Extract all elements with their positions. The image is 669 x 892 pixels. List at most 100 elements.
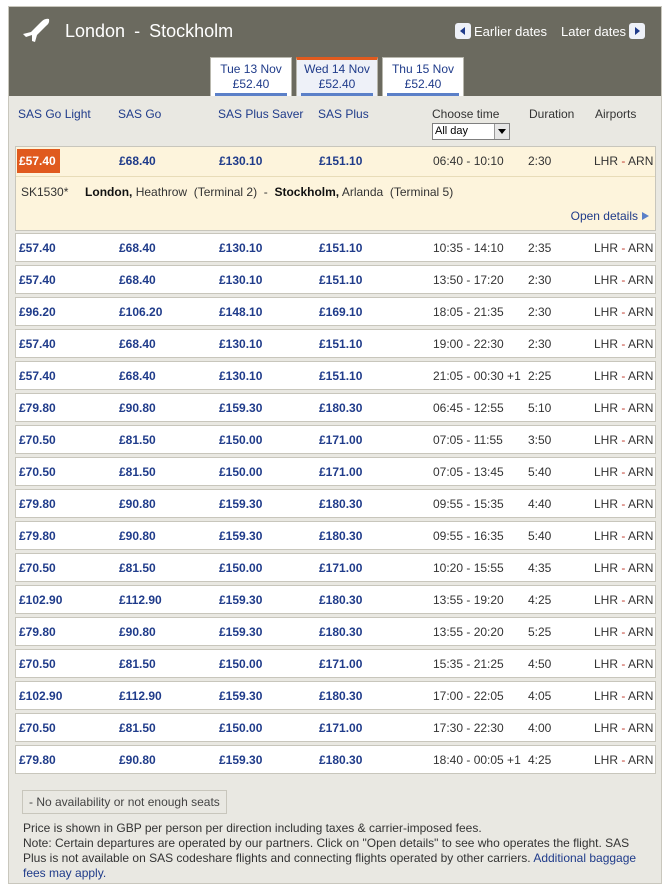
fare-go[interactable]: £112.90 bbox=[119, 593, 162, 607]
fare-plus[interactable]: £151.10 bbox=[319, 154, 363, 168]
fare-plus[interactable]: £180.30 bbox=[319, 689, 363, 703]
fare-go[interactable]: £81.50 bbox=[119, 721, 156, 735]
fare-go[interactable]: £81.50 bbox=[119, 433, 156, 447]
fare-go-light[interactable]: £102.90 bbox=[19, 689, 63, 703]
fare-plus[interactable]: £180.30 bbox=[319, 593, 363, 607]
fare-plus[interactable]: £180.30 bbox=[319, 497, 363, 511]
fare-go-light[interactable]: £79.80 bbox=[19, 625, 56, 639]
fare-plus-saver[interactable]: £159.30 bbox=[219, 689, 263, 703]
fare-plus-saver[interactable]: £150.00 bbox=[219, 657, 263, 671]
fare-plus[interactable]: £171.00 bbox=[319, 721, 363, 735]
fare-go[interactable]: £81.50 bbox=[119, 561, 156, 575]
flight-row[interactable]: £79.80 £90.80 £159.30 £180.30 09:55 - 16:35 5… bbox=[15, 521, 656, 550]
fare-plus-saver[interactable]: £159.30 bbox=[219, 593, 263, 607]
fare-plus[interactable]: £171.00 bbox=[319, 561, 363, 575]
selected-flight-row[interactable]: £57.40 £68.40 £130.10 £151.10 06:40 - 10… bbox=[15, 146, 656, 231]
arrow-right-icon[interactable] bbox=[629, 23, 646, 39]
flight-row[interactable]: £70.50 £81.50 £150.00 £171.00 15:35 - 21:25 4… bbox=[15, 649, 656, 678]
flight-row[interactable]: £57.40 £68.40 £130.10 £151.10 21:05 - 00:30 … bbox=[15, 361, 656, 390]
fare-plus-saver[interactable]: £148.10 bbox=[219, 305, 263, 319]
fare-go-light[interactable]: £57.40 bbox=[19, 273, 56, 287]
fare-go[interactable]: £68.40 bbox=[119, 273, 156, 287]
fare-go-light[interactable]: £79.80 bbox=[19, 497, 56, 511]
flight-row[interactable]: £70.50 £81.50 £150.00 £171.00 07:05 - 13:45 5… bbox=[15, 457, 656, 486]
selected-fare-go-light[interactable]: £57.40 bbox=[17, 149, 60, 173]
fare-go[interactable]: £68.40 bbox=[119, 369, 156, 383]
fare-go[interactable]: £90.80 bbox=[119, 497, 156, 511]
fare-plus[interactable]: £151.10 bbox=[319, 337, 363, 351]
fare-go-light[interactable]: £79.80 bbox=[19, 401, 56, 415]
fare-go-light[interactable]: £57.40 bbox=[19, 241, 56, 255]
fare-go-light[interactable]: £102.90 bbox=[19, 593, 63, 607]
flight-row[interactable]: £102.90 £112.90 £159.30 £180.30 13:55 - 19:2… bbox=[15, 585, 656, 614]
fare-go[interactable]: £90.80 bbox=[119, 625, 156, 639]
fare-plus[interactable]: £171.00 bbox=[319, 433, 363, 447]
fare-plus[interactable]: £171.00 bbox=[319, 657, 363, 671]
fare-plus[interactable]: £169.10 bbox=[319, 305, 363, 319]
fare-go[interactable]: £81.50 bbox=[119, 657, 156, 671]
flight-row[interactable]: £79.80 £90.80 £159.30 £180.30 18:40 - 00:05 … bbox=[15, 745, 656, 774]
fare-go-light[interactable]: £70.50 bbox=[19, 721, 56, 735]
flight-row[interactable]: £57.40 £68.40 £130.10 £151.10 19:00 - 22:30 2… bbox=[15, 329, 656, 358]
fare-plus-saver[interactable]: £159.30 bbox=[219, 401, 263, 415]
fare-plus-saver[interactable]: £159.30 bbox=[219, 529, 263, 543]
flight-row[interactable]: £57.40 £68.40 £130.10 £151.10 10:35 - 14:10 2… bbox=[15, 233, 656, 262]
time-of-day-select[interactable]: All day bbox=[432, 123, 510, 140]
fare-go-light[interactable]: £57.40 bbox=[19, 337, 56, 351]
flight-row[interactable]: £96.20 £106.20 £148.10 £169.10 18:05 - 21:35… bbox=[15, 297, 656, 326]
flight-row[interactable]: £79.80 £90.80 £159.30 £180.30 09:55 - 15:35 4… bbox=[15, 489, 656, 518]
fare-plus-saver[interactable]: £150.00 bbox=[219, 465, 263, 479]
fare-plus[interactable]: £151.10 bbox=[319, 369, 363, 383]
fare-go[interactable]: £81.50 bbox=[119, 465, 156, 479]
fare-plus[interactable]: £180.30 bbox=[319, 529, 363, 543]
fare-plus-saver[interactable]: £159.30 bbox=[219, 625, 263, 639]
fare-go[interactable]: £106.20 bbox=[119, 305, 163, 319]
fare-plus[interactable]: £180.30 bbox=[319, 401, 363, 415]
fare-go-light[interactable]: £70.50 bbox=[19, 561, 56, 575]
flight-row[interactable]: £70.50 £81.50 £150.00 £171.00 07:05 - 11:55 3… bbox=[15, 425, 656, 454]
fare-go-light[interactable]: £79.80 bbox=[19, 753, 56, 767]
fare-go[interactable]: £90.80 bbox=[119, 401, 156, 415]
fare-plus-saver[interactable]: £130.10 bbox=[219, 273, 263, 287]
fare-plus-saver[interactable]: £130.10 bbox=[219, 154, 263, 168]
chevron-down-icon[interactable] bbox=[494, 124, 509, 139]
fare-plus[interactable]: £171.00 bbox=[319, 465, 363, 479]
fare-plus-saver[interactable]: £159.30 bbox=[219, 497, 263, 511]
flight-row[interactable]: £57.40 £68.40 £130.10 £151.10 13:50 - 17:20 2… bbox=[15, 265, 656, 294]
fare-plus[interactable]: £151.10 bbox=[319, 241, 363, 255]
fare-plus-saver[interactable]: £130.10 bbox=[219, 369, 263, 383]
fare-plus-saver[interactable]: £150.00 bbox=[219, 561, 263, 575]
arrow-left-icon[interactable] bbox=[455, 23, 471, 39]
baggage-fees-link[interactable]: Additional baggage fees may apply. bbox=[23, 851, 637, 880]
fare-go-light[interactable]: £96.20 bbox=[19, 305, 56, 319]
fare-plus-saver[interactable]: £150.00 bbox=[219, 721, 263, 735]
fare-go[interactable]: £68.40 bbox=[119, 154, 156, 168]
fare-plus-saver[interactable]: £150.00 bbox=[219, 433, 263, 447]
fare-plus-saver[interactable]: £130.10 bbox=[219, 241, 263, 255]
fare-go-light[interactable]: £70.50 bbox=[19, 465, 56, 479]
fare-plus-saver[interactable]: £130.10 bbox=[219, 337, 263, 351]
fare-plus[interactable]: £180.30 bbox=[319, 625, 363, 639]
date-tab-thu[interactable]: Thu 15 Nov £52.40 bbox=[382, 57, 464, 96]
fare-go[interactable]: £112.90 bbox=[119, 689, 162, 703]
later-dates-link[interactable]: Later dates bbox=[561, 23, 646, 39]
flight-row[interactable]: £70.50 £81.50 £150.00 £171.00 10:20 - 15:55 4… bbox=[15, 553, 656, 582]
flight-row[interactable]: £70.50 £81.50 £150.00 £171.00 17:30 - 22:30 4… bbox=[15, 713, 656, 742]
fare-plus[interactable]: £151.10 bbox=[319, 273, 363, 287]
fare-go[interactable]: £90.80 bbox=[119, 529, 156, 543]
flight-row[interactable]: £102.90 £112.90 £159.30 £180.30 17:00 - 22:0… bbox=[15, 681, 656, 710]
fare-go[interactable]: £68.40 bbox=[119, 337, 156, 351]
fare-go-light[interactable]: £79.80 bbox=[19, 529, 56, 543]
fare-go[interactable]: £90.80 bbox=[119, 753, 156, 767]
earlier-dates-link[interactable]: Earlier dates bbox=[455, 23, 547, 39]
open-details-link[interactable]: Open details bbox=[571, 209, 649, 223]
flight-row[interactable]: £79.80 £90.80 £159.30 £180.30 06:45 - 12:55 5… bbox=[15, 393, 656, 422]
date-tab-tue[interactable]: Tue 13 Nov £52.40 bbox=[210, 57, 292, 96]
fare-plus-saver[interactable]: £159.30 bbox=[219, 753, 263, 767]
fare-go-light[interactable]: £57.40 bbox=[19, 369, 56, 383]
fare-go[interactable]: £68.40 bbox=[119, 241, 156, 255]
date-tab-wed[interactable]: Wed 14 Nov £52.40 bbox=[296, 57, 378, 96]
fare-plus[interactable]: £180.30 bbox=[319, 753, 363, 767]
fare-go-light[interactable]: £70.50 bbox=[19, 657, 56, 671]
flight-row[interactable]: £79.80 £90.80 £159.30 £180.30 13:55 - 20:20 5… bbox=[15, 617, 656, 646]
